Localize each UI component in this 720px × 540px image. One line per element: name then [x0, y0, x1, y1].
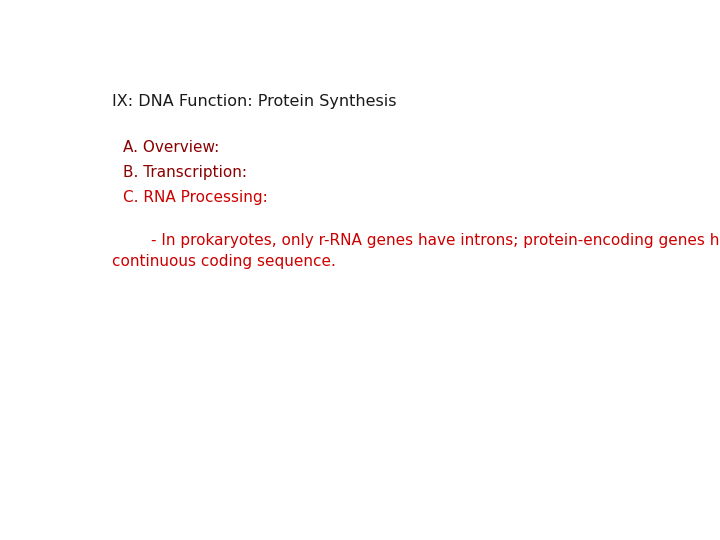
Text: C. RNA Processing:: C. RNA Processing:	[124, 190, 269, 205]
Text: IX: DNA Function: Protein Synthesis: IX: DNA Function: Protein Synthesis	[112, 94, 397, 109]
Text: A. Overview:: A. Overview:	[124, 140, 220, 154]
Text: - In prokaryotes, only r-RNA genes have introns; protein-encoding genes have a
c: - In prokaryotes, only r-RNA genes have …	[112, 233, 720, 269]
Text: B. Transcription:: B. Transcription:	[124, 165, 248, 180]
